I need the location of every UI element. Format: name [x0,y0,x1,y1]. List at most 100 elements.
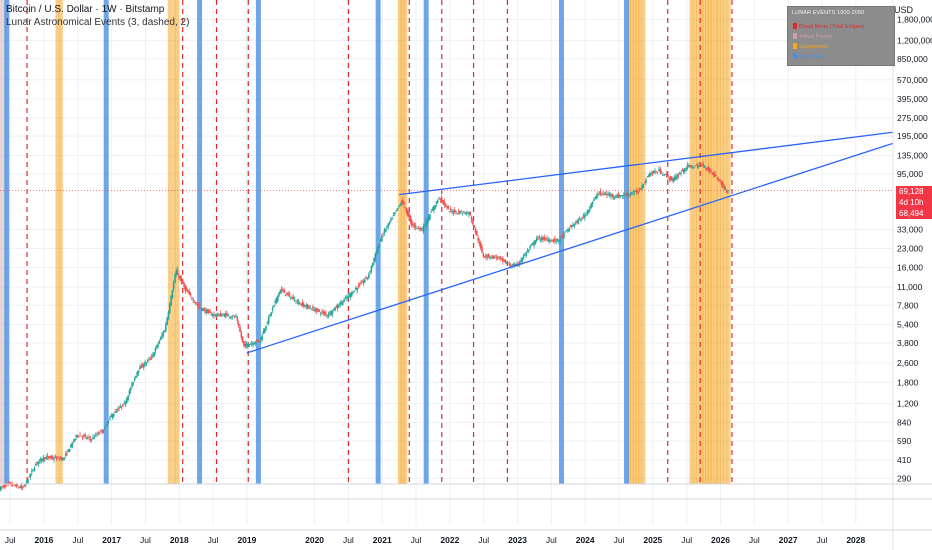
candle-body [613,196,616,198]
candle-body [633,191,636,193]
candle-body [343,299,345,302]
candle-body [24,484,27,486]
candle-body [660,173,663,174]
candle-body [227,314,230,317]
candle-body [494,255,496,257]
candle-body [404,207,407,209]
candle-body [384,229,387,232]
candle-body [171,290,174,299]
candle-body [656,172,659,173]
candle-body [142,365,145,368]
candle-body [293,299,296,302]
candle-body [662,174,664,176]
candle-body [304,305,306,307]
low-price-tag: 68,494 [896,208,932,219]
candle-body [671,178,673,180]
candle-body [477,237,479,241]
candle-body [280,288,283,291]
candle-body [408,213,410,218]
candle-body [31,470,33,473]
candle-body [168,303,171,313]
x-tick-label: Jul [681,535,692,545]
candle-body [327,314,330,317]
currency-label[interactable]: USD [894,5,914,15]
candle-body [487,253,490,257]
candle-body [228,316,231,318]
candle-body [619,196,621,198]
candle-body [643,182,646,184]
candle-body [465,212,468,215]
candle-body [719,179,721,182]
y-tick-label: 5,400 [897,320,919,330]
supermoon-band [707,0,712,484]
candle-body [67,449,70,452]
candle-body [478,241,481,244]
candle-body [5,485,7,487]
candle-body [443,201,446,205]
candle-body [482,253,485,257]
candle-body [301,302,304,307]
candle-body [446,206,448,208]
candle-body [331,311,334,314]
candle-body [444,205,447,207]
candle-body [83,434,85,437]
candle-body [373,258,375,263]
candle-body [433,206,435,211]
candle-body [664,174,667,175]
candle-body [581,216,583,219]
candle-body [489,257,491,259]
y-tick-label: 590 [897,436,911,446]
candle-body [326,315,328,316]
candle-body [58,458,60,460]
candle-body [580,218,582,222]
candle-body [574,221,577,223]
candle-body [51,456,54,459]
candle-body [667,175,669,177]
supermoon-band [171,0,176,484]
candle-body [218,314,221,316]
candle-body [530,244,533,246]
candle-body [586,210,589,214]
wedge-trendline [399,131,894,196]
candle-body [435,201,438,205]
supermoon-band [397,0,402,484]
candle-body [114,411,116,413]
candle-body [615,195,617,197]
candle-body [390,218,392,221]
chart-symbol-title[interactable]: Bitcoin / U.S. Dollar · 1W · Bitstamp [6,4,165,15]
indicator-title[interactable]: Lunar Astronomical Events (3, dashed, 2) [6,17,190,28]
candle-body [381,235,383,242]
candle-body [505,262,508,264]
candle-body [93,437,96,439]
candle-body [436,200,439,203]
candle-body [520,260,522,263]
candle-body [366,277,369,279]
candle-body [122,404,124,407]
candle-body [338,305,340,307]
blue-moon-band [375,0,381,484]
candle-body [504,259,507,263]
candle-body [206,309,209,314]
candle-body [92,436,94,438]
candle-body [144,362,146,366]
candle-body [706,167,708,170]
candle-body [29,473,32,477]
candle-body [378,244,381,248]
candle-body [702,163,704,167]
candle-body [658,169,660,171]
candle-body [275,298,278,303]
candle-body [28,476,31,478]
candle-body [352,292,355,294]
candle-body [508,263,511,265]
legend-item-blood-moon: Blood Moon (Total Eclipse) [793,23,864,30]
candle-body [42,456,45,461]
candle-body [322,311,325,314]
candle-body [25,480,28,483]
candle-body [561,235,564,236]
x-tick-label: 2025 [643,535,662,545]
candle-body [396,208,399,211]
candle-body [53,458,55,460]
candle-body [612,196,615,198]
x-tick-label: 2016 [35,535,54,545]
